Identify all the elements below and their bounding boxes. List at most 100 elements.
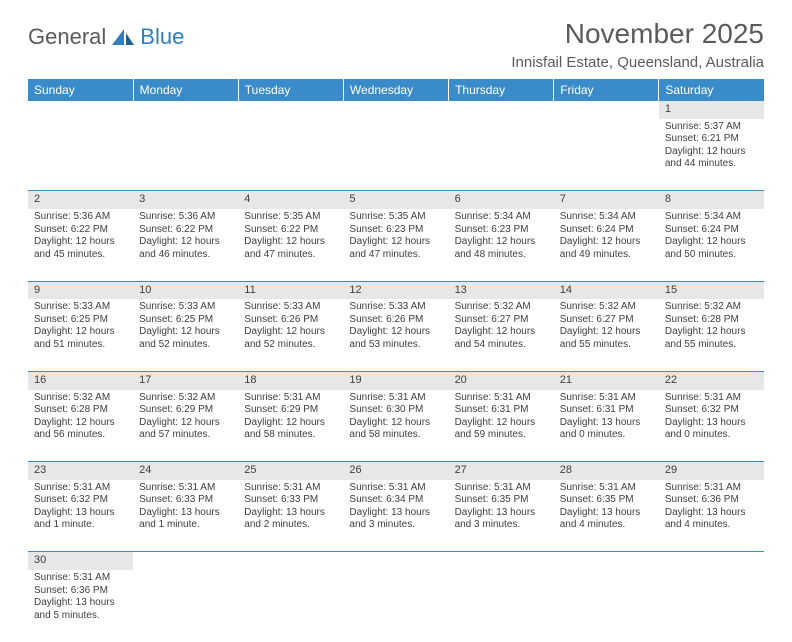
sunrise-text: Sunrise: 5:31 AM — [34, 482, 127, 495]
day-cell: Sunrise: 5:32 AMSunset: 6:27 PMDaylight:… — [449, 299, 554, 371]
day-cell: Sunrise: 5:31 AMSunset: 6:32 PMDaylight:… — [659, 390, 764, 462]
day-number-cell: 10 — [133, 281, 238, 299]
week-row: Sunrise: 5:36 AMSunset: 6:22 PMDaylight:… — [28, 209, 764, 281]
day-number-row: 23242526272829 — [28, 462, 764, 480]
week-row: Sunrise: 5:33 AMSunset: 6:25 PMDaylight:… — [28, 299, 764, 371]
daylight-text: Daylight: 12 hours and 53 minutes. — [349, 326, 442, 351]
sunset-text: Sunset: 6:26 PM — [244, 314, 337, 327]
daylight-text: Daylight: 13 hours and 0 minutes. — [560, 417, 653, 442]
sunrise-text: Sunrise: 5:32 AM — [665, 301, 758, 314]
day-number-cell: 9 — [28, 281, 133, 299]
sunrise-text: Sunrise: 5:35 AM — [244, 211, 337, 224]
day-number-cell: 18 — [238, 371, 343, 389]
sunrise-text: Sunrise: 5:36 AM — [34, 211, 127, 224]
day-cell — [133, 570, 238, 642]
sunset-text: Sunset: 6:27 PM — [455, 314, 548, 327]
logo-sail-icon — [110, 27, 136, 47]
daylight-text: Daylight: 12 hours and 47 minutes. — [349, 236, 442, 261]
day-number-row: 16171819202122 — [28, 371, 764, 389]
day-number-row: 2345678 — [28, 191, 764, 209]
daylight-text: Daylight: 12 hours and 48 minutes. — [455, 236, 548, 261]
sunset-text: Sunset: 6:31 PM — [560, 404, 653, 417]
day-number-cell — [659, 552, 764, 570]
logo-text-blue: Blue — [140, 24, 184, 50]
day-cell: Sunrise: 5:35 AMSunset: 6:22 PMDaylight:… — [238, 209, 343, 281]
day-cell — [554, 119, 659, 191]
day-cell: Sunrise: 5:31 AMSunset: 6:35 PMDaylight:… — [449, 480, 554, 552]
sunset-text: Sunset: 6:21 PM — [665, 133, 758, 146]
day-cell: Sunrise: 5:35 AMSunset: 6:23 PMDaylight:… — [343, 209, 448, 281]
sunrise-text: Sunrise: 5:36 AM — [139, 211, 232, 224]
day-cell: Sunrise: 5:31 AMSunset: 6:32 PMDaylight:… — [28, 480, 133, 552]
day-cell: Sunrise: 5:32 AMSunset: 6:27 PMDaylight:… — [554, 299, 659, 371]
sunrise-text: Sunrise: 5:33 AM — [349, 301, 442, 314]
sunrise-text: Sunrise: 5:31 AM — [244, 392, 337, 405]
sunset-text: Sunset: 6:33 PM — [139, 494, 232, 507]
day-number-cell: 17 — [133, 371, 238, 389]
logo: General Blue — [28, 24, 184, 50]
sunset-text: Sunset: 6:32 PM — [34, 494, 127, 507]
day-cell: Sunrise: 5:33 AMSunset: 6:26 PMDaylight:… — [343, 299, 448, 371]
sunset-text: Sunset: 6:25 PM — [34, 314, 127, 327]
day-cell — [133, 119, 238, 191]
day-cell: Sunrise: 5:32 AMSunset: 6:29 PMDaylight:… — [133, 390, 238, 462]
daylight-text: Daylight: 13 hours and 0 minutes. — [665, 417, 758, 442]
calendar-table: Sunday Monday Tuesday Wednesday Thursday… — [28, 79, 764, 642]
sunrise-text: Sunrise: 5:32 AM — [34, 392, 127, 405]
day-cell: Sunrise: 5:34 AMSunset: 6:24 PMDaylight:… — [554, 209, 659, 281]
weekday-header: Tuesday — [238, 79, 343, 101]
day-cell: Sunrise: 5:31 AMSunset: 6:31 PMDaylight:… — [449, 390, 554, 462]
day-number-cell — [554, 101, 659, 119]
sunrise-text: Sunrise: 5:32 AM — [560, 301, 653, 314]
daylight-text: Daylight: 12 hours and 54 minutes. — [455, 326, 548, 351]
daylight-text: Daylight: 13 hours and 3 minutes. — [455, 507, 548, 532]
daylight-text: Daylight: 12 hours and 44 minutes. — [665, 146, 758, 171]
weekday-header-row: Sunday Monday Tuesday Wednesday Thursday… — [28, 79, 764, 101]
sunrise-text: Sunrise: 5:31 AM — [665, 392, 758, 405]
sunset-text: Sunset: 6:34 PM — [349, 494, 442, 507]
day-number-cell: 4 — [238, 191, 343, 209]
daylight-text: Daylight: 13 hours and 2 minutes. — [244, 507, 337, 532]
daylight-text: Daylight: 12 hours and 55 minutes. — [665, 326, 758, 351]
day-cell — [238, 570, 343, 642]
day-cell: Sunrise: 5:31 AMSunset: 6:33 PMDaylight:… — [133, 480, 238, 552]
day-cell: Sunrise: 5:31 AMSunset: 6:35 PMDaylight:… — [554, 480, 659, 552]
day-cell: Sunrise: 5:33 AMSunset: 6:25 PMDaylight:… — [133, 299, 238, 371]
daylight-text: Daylight: 12 hours and 56 minutes. — [34, 417, 127, 442]
day-number-cell: 21 — [554, 371, 659, 389]
daylight-text: Daylight: 12 hours and 51 minutes. — [34, 326, 127, 351]
day-number-cell: 1 — [659, 101, 764, 119]
daylight-text: Daylight: 13 hours and 4 minutes. — [665, 507, 758, 532]
weekday-header: Saturday — [659, 79, 764, 101]
daylight-text: Daylight: 13 hours and 3 minutes. — [349, 507, 442, 532]
sunrise-text: Sunrise: 5:31 AM — [349, 392, 442, 405]
day-number-cell: 25 — [238, 462, 343, 480]
day-cell: Sunrise: 5:31 AMSunset: 6:31 PMDaylight:… — [554, 390, 659, 462]
sunset-text: Sunset: 6:28 PM — [665, 314, 758, 327]
weekday-header: Sunday — [28, 79, 133, 101]
daylight-text: Daylight: 13 hours and 4 minutes. — [560, 507, 653, 532]
day-cell — [343, 119, 448, 191]
daylight-text: Daylight: 12 hours and 46 minutes. — [139, 236, 232, 261]
day-cell: Sunrise: 5:31 AMSunset: 6:33 PMDaylight:… — [238, 480, 343, 552]
day-number-row: 9101112131415 — [28, 281, 764, 299]
sunset-text: Sunset: 6:22 PM — [244, 224, 337, 237]
daylight-text: Daylight: 13 hours and 1 minute. — [34, 507, 127, 532]
day-number-cell: 6 — [449, 191, 554, 209]
sunset-text: Sunset: 6:24 PM — [560, 224, 653, 237]
weekday-header: Monday — [133, 79, 238, 101]
sunrise-text: Sunrise: 5:31 AM — [34, 572, 127, 585]
daylight-text: Daylight: 12 hours and 57 minutes. — [139, 417, 232, 442]
sunset-text: Sunset: 6:22 PM — [34, 224, 127, 237]
day-cell: Sunrise: 5:37 AMSunset: 6:21 PMDaylight:… — [659, 119, 764, 191]
sunrise-text: Sunrise: 5:33 AM — [34, 301, 127, 314]
day-number-cell — [449, 101, 554, 119]
weekday-header: Wednesday — [343, 79, 448, 101]
sunset-text: Sunset: 6:36 PM — [34, 585, 127, 598]
daylight-text: Daylight: 12 hours and 52 minutes. — [139, 326, 232, 351]
day-cell: Sunrise: 5:34 AMSunset: 6:24 PMDaylight:… — [659, 209, 764, 281]
sunset-text: Sunset: 6:35 PM — [560, 494, 653, 507]
day-number-cell: 7 — [554, 191, 659, 209]
sunset-text: Sunset: 6:27 PM — [560, 314, 653, 327]
sunset-text: Sunset: 6:32 PM — [665, 404, 758, 417]
